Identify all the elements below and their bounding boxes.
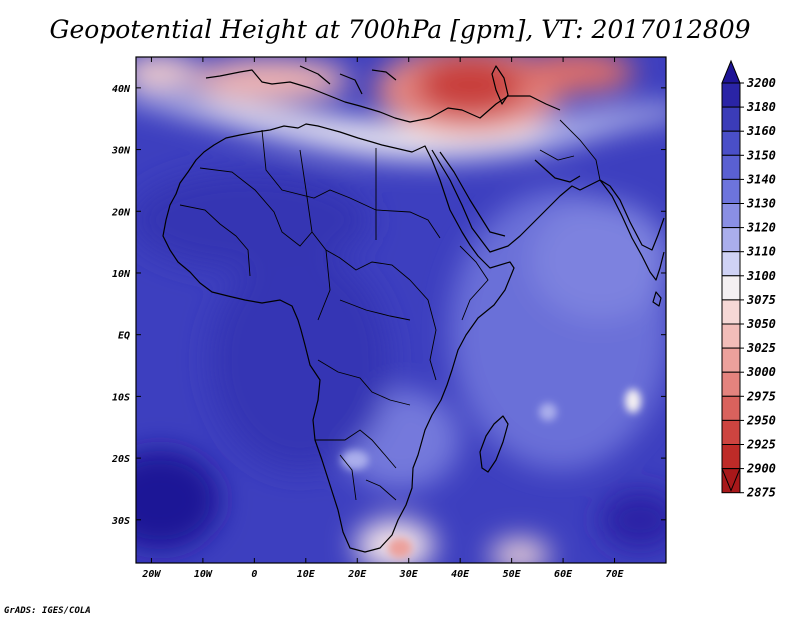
colorbar-label: 2950 <box>746 413 776 427</box>
colorbar-top-arrow <box>721 59 741 84</box>
grads-credit: GrADS: IGES/COLA <box>4 606 91 616</box>
colorbar-swatch <box>721 178 741 204</box>
colorbar-swatch <box>721 275 741 301</box>
latitude-axis: 40N 30N 20N 10N EQ 10S 20S 30S <box>111 84 666 527</box>
map-title: Geopotential Height at 700hPa [gpm], VT:… <box>49 15 750 44</box>
colorbar-swatch <box>721 323 741 349</box>
colorbar-swatch <box>721 130 741 156</box>
lon-tick-label: 60E <box>554 569 573 580</box>
map-frame <box>135 56 667 564</box>
lon-tick-label: 20E <box>347 569 367 580</box>
lon-tick-label: 20W <box>141 569 161 580</box>
lon-tick-label: 0 <box>251 569 257 580</box>
height-field <box>136 57 666 563</box>
colorbar-swatch <box>721 203 741 229</box>
colorbar-swatch <box>721 347 741 373</box>
lat-tick-label: 30N <box>111 146 131 157</box>
colorbar-bottom-arrow <box>721 468 741 492</box>
colorbar-label: 3180 <box>746 100 776 114</box>
colorbar-swatch <box>721 106 741 132</box>
colorbar-label: 3110 <box>746 245 776 259</box>
lon-tick-label: 50E <box>503 569 522 580</box>
sri-lanka <box>652 291 662 307</box>
colorbar-label: 2875 <box>746 486 776 500</box>
coastlines <box>162 65 665 553</box>
colorbar: 3200 3180 3160 3150 3140 3130 3120 3110 3100 3075… <box>721 59 776 500</box>
colorbar-label: 3075 <box>746 293 776 307</box>
lat-tick-label: 10N <box>112 269 131 280</box>
colorbar-label: 3000 <box>746 365 776 379</box>
colorbar-label: 2925 <box>746 438 776 452</box>
europe-coastline <box>205 65 561 123</box>
colorbar-label: 3100 <box>746 269 776 283</box>
country-borders <box>179 119 601 501</box>
colorbar-swatch <box>721 395 741 421</box>
red-sea-gulf <box>439 151 581 237</box>
lat-tick-label: 40N <box>112 84 131 95</box>
colorbar-label: 3160 <box>746 124 776 138</box>
india-coastline <box>599 179 665 281</box>
colorbar-swatch <box>721 154 741 180</box>
lon-tick-label: 10E <box>297 569 316 580</box>
colorbar-label: 3150 <box>746 148 776 162</box>
colorbar-swatch <box>721 227 741 253</box>
colorbar-swatch <box>721 82 741 108</box>
lon-tick-label: 70E <box>606 569 625 580</box>
field-spots <box>341 389 641 558</box>
lat-tick-label: 10S <box>112 392 130 403</box>
africa-coastline <box>162 123 515 553</box>
colorbar-swatch <box>721 251 741 277</box>
arabia-coastline <box>431 149 665 253</box>
lat-tick-label: 20N <box>111 207 131 218</box>
lon-tick-label: 40E <box>451 569 470 580</box>
colorbar-swatch <box>721 371 741 397</box>
caspian <box>491 65 509 105</box>
colorbar-label: 3200 <box>746 76 776 90</box>
lat-tick-label: 30S <box>111 516 130 527</box>
lon-tick-label: 30E <box>399 569 419 580</box>
lon-tick-label: 10W <box>194 569 213 580</box>
colorbar-swatch <box>721 299 741 325</box>
lat-tick-label: EQ <box>118 331 130 342</box>
colorbar-label: 3025 <box>746 341 776 355</box>
colorbar-swatch <box>721 419 741 445</box>
colorbar-swatch <box>721 444 741 470</box>
madagascar-coastline <box>479 415 509 473</box>
colorbar-label: 2900 <box>746 462 776 476</box>
lat-tick-label: 20S <box>111 454 130 465</box>
field-shading <box>136 57 666 563</box>
colorbar-label: 3140 <box>746 172 776 186</box>
colorbar-label: 3050 <box>746 317 776 331</box>
colorbar-label: 3120 <box>746 221 776 235</box>
colorbar-label: 3130 <box>746 197 776 211</box>
colorbar-label: 2975 <box>746 389 776 403</box>
longitude-axis: 20W 10W 0 10E 20E 30E 40E 50E 60E 70E <box>141 57 625 580</box>
